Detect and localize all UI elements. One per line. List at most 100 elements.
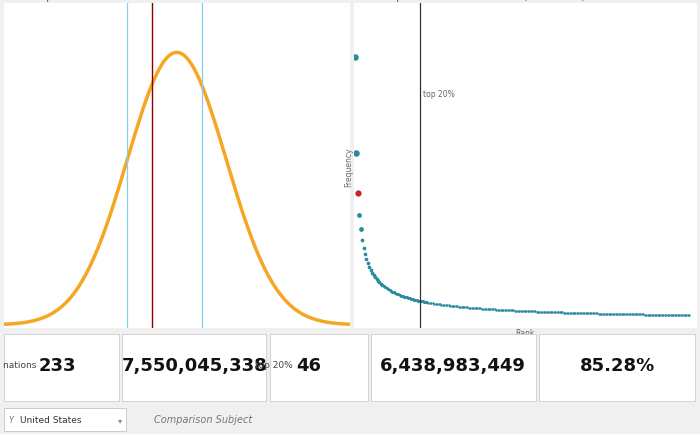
Point: [606, 311, 617, 318]
Point: [684, 312, 695, 319]
Point: [624, 311, 636, 318]
Point: [450, 303, 461, 310]
Point: [632, 311, 643, 318]
FancyBboxPatch shape: [371, 334, 536, 401]
Point: [482, 306, 493, 313]
Point: [404, 295, 415, 302]
Point: [608, 311, 619, 318]
Point: [574, 310, 585, 317]
Point: [364, 264, 375, 271]
Point: [519, 308, 531, 315]
Point: [668, 312, 679, 319]
Point: [442, 302, 453, 309]
Point: [394, 292, 405, 299]
Point: [414, 298, 426, 305]
Point: [378, 283, 389, 290]
Point: [374, 279, 385, 286]
Point: [427, 300, 438, 307]
Point: [658, 312, 669, 319]
Point: [563, 309, 574, 316]
Point: [533, 309, 544, 316]
Point: [510, 307, 521, 314]
Point: [397, 293, 408, 300]
Point: [522, 308, 533, 315]
Text: Global Population Actual Distribution (linear-linear): Global Population Actual Distribution (l…: [354, 0, 584, 2]
Point: [421, 299, 433, 306]
Point: [352, 190, 363, 197]
Point: [375, 280, 386, 287]
Point: [550, 309, 561, 316]
Point: [512, 308, 524, 315]
Point: [444, 302, 456, 309]
Point: [665, 312, 676, 319]
Point: [552, 309, 564, 316]
Point: [526, 308, 538, 315]
Point: [568, 309, 580, 316]
Point: [664, 312, 675, 319]
Point: [627, 311, 638, 318]
Point: [622, 311, 633, 318]
Point: [580, 310, 591, 317]
Point: [361, 256, 372, 263]
Point: [498, 307, 509, 314]
Point: [485, 306, 496, 313]
Point: [459, 304, 470, 311]
Point: [499, 307, 510, 314]
Point: [639, 311, 650, 318]
Point: [548, 309, 559, 316]
Point: [400, 294, 411, 301]
Point: [395, 293, 407, 299]
Point: [446, 302, 457, 309]
Point: [551, 309, 562, 316]
Point: [635, 311, 646, 318]
Point: [521, 308, 532, 315]
Point: [617, 311, 629, 318]
Point: [566, 309, 577, 316]
Point: [518, 308, 529, 315]
Point: [659, 312, 671, 319]
Point: [594, 310, 606, 317]
Point: [486, 306, 498, 313]
Point: [528, 308, 539, 315]
Point: [557, 309, 568, 316]
Point: [573, 310, 584, 317]
Point: [384, 287, 395, 294]
Point: [570, 310, 581, 317]
Point: [381, 285, 392, 292]
Point: [424, 299, 435, 306]
Point: [678, 312, 689, 319]
Point: [371, 276, 382, 283]
Text: 46: 46: [296, 356, 321, 374]
Y-axis label: Frequency: Frequency: [344, 147, 354, 186]
Point: [379, 284, 391, 291]
Point: [367, 270, 378, 276]
Point: [428, 300, 440, 307]
Text: nations: nations: [3, 361, 39, 369]
Text: 6,438,983,449: 6,438,983,449: [380, 356, 526, 374]
Point: [547, 309, 558, 316]
Point: [560, 309, 571, 316]
Point: [586, 310, 597, 317]
Point: [619, 311, 630, 318]
Point: [420, 299, 431, 306]
Point: [587, 310, 598, 317]
Point: [491, 306, 502, 313]
Point: [597, 310, 608, 317]
Point: [592, 310, 603, 317]
Point: [494, 306, 505, 313]
Point: [472, 305, 483, 312]
FancyBboxPatch shape: [539, 334, 695, 401]
Text: ▾: ▾: [118, 415, 122, 424]
Point: [596, 310, 607, 317]
Point: [645, 312, 656, 319]
Point: [423, 299, 434, 306]
Point: [390, 290, 401, 297]
Point: [436, 301, 447, 308]
Point: [473, 305, 484, 312]
Point: [479, 306, 490, 312]
Point: [511, 307, 522, 314]
Point: [681, 312, 692, 319]
Point: [603, 311, 614, 318]
Point: [610, 311, 622, 318]
Point: [368, 272, 379, 279]
